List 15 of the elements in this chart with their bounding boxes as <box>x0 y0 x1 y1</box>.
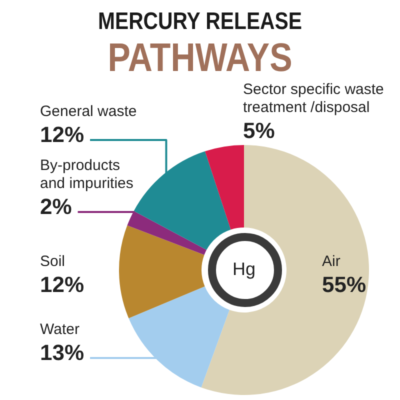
data-label: 12% <box>40 272 84 298</box>
data-label: 2% <box>40 194 72 220</box>
slice-label: Sector specific waste treatment /disposal <box>243 81 384 116</box>
data-label: 5% <box>243 118 275 144</box>
chart-subtitle: PATHWAYS <box>106 36 294 81</box>
data-label: 55% <box>322 272 366 298</box>
data-label: 13% <box>40 340 84 366</box>
slice-label: Air <box>322 253 340 270</box>
slice-label: Soil <box>40 253 66 270</box>
slice-label: Water <box>40 321 80 338</box>
slice-label: General waste <box>40 103 137 120</box>
text: Hg <box>232 258 256 279</box>
data-label: 12% <box>40 122 84 148</box>
slice-label: By-products and impurities <box>40 157 134 192</box>
chart-title: MERCURY RELEASE <box>96 8 304 36</box>
